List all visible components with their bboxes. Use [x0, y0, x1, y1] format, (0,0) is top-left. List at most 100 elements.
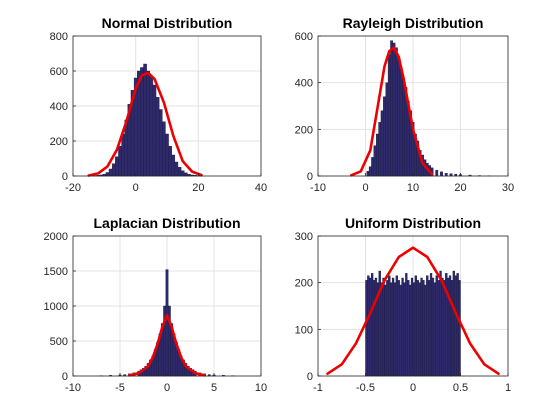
histogram-bar [444, 172, 448, 177]
histogram-bar [366, 171, 370, 177]
histogram-bar [422, 280, 425, 377]
histogram-bar [420, 277, 423, 377]
histogram-bar [380, 282, 383, 377]
x-tick-label: 5 [211, 382, 217, 394]
y-tick-label: 0 [62, 371, 68, 383]
y-tick-label: 600 [295, 31, 313, 43]
subplot-4: -1 -0.5 0 0.5 1 0 100 200 300 Uniform Distributio… [295, 215, 511, 394]
histogram-bar [118, 146, 122, 177]
histogram-bar [372, 280, 376, 377]
histogram-bar [165, 269, 169, 377]
histogram-bar [375, 133, 379, 177]
histogram-bar [392, 42, 396, 177]
x-tick-label: 30 [502, 182, 514, 194]
x-tick-label: 0 [133, 182, 139, 194]
histogram-bar [371, 273, 374, 377]
y-tick-label: 200 [50, 136, 68, 148]
y-tick-label: 0 [62, 171, 68, 183]
chart-title: Laplacian Distribution [93, 215, 240, 231]
histogram-bar [108, 168, 113, 177]
x-tick-label: 0 [410, 382, 416, 394]
histogram-bar [456, 273, 459, 377]
x-tick-label: 20 [192, 182, 204, 194]
histogram-bar [149, 76, 154, 177]
fit-curve [128, 313, 206, 377]
histogram-bar [448, 275, 452, 377]
histogram-bar [155, 97, 160, 177]
histogram-bar [369, 277, 372, 377]
histogram-bar [393, 282, 397, 377]
histogram-bar [184, 172, 188, 177]
histogram-bar [121, 133, 125, 177]
chart-title: Rayleigh Distribution [343, 15, 484, 31]
x-tick-label: 0 [362, 182, 368, 194]
histogram-bar [390, 40, 394, 177]
y-tick-label: 200 [295, 278, 313, 290]
histogram-bar [143, 63, 147, 177]
x-tick-label: -5 [115, 382, 125, 394]
histogram-bar [454, 275, 457, 377]
histogram-bar [441, 277, 444, 377]
histogram-bar [450, 280, 454, 377]
x-tick-label: 0.5 [453, 382, 468, 394]
histogram-bar [433, 282, 436, 377]
histogram-bar [431, 277, 435, 377]
histogram-bar [168, 146, 172, 177]
histogram-bars [93, 63, 201, 177]
histogram-bar [435, 275, 438, 377]
fit-curve [87, 71, 203, 177]
histogram-bar [399, 284, 402, 377]
histogram-bar [452, 270, 455, 377]
histogram-bar [367, 275, 370, 377]
histogram-bar [409, 284, 412, 377]
histogram-bar [111, 163, 116, 177]
x-tick-label: -0.5 [356, 382, 375, 394]
y-tick-label: 800 [50, 31, 68, 43]
y-tick-label: 300 [295, 231, 313, 243]
histogram-bar [374, 277, 378, 377]
histogram-bar [174, 161, 179, 177]
histogram-bar [390, 282, 393, 377]
histogram-bar [414, 275, 417, 377]
histogram-bar [439, 270, 442, 377]
histogram-bar [365, 280, 368, 377]
chart-title: Uniform Distribution [345, 215, 481, 231]
x-tick-label: -20 [65, 182, 81, 194]
histogram-bars [365, 270, 461, 377]
y-tick-label: 400 [50, 101, 68, 113]
histogram-bar [395, 275, 398, 377]
histogram-bar [394, 47, 398, 177]
histogram-bar [146, 70, 150, 177]
x-tick-label: 10 [255, 382, 267, 394]
y-tick-label: 100 [295, 324, 313, 336]
x-tick-label: 10 [407, 182, 419, 194]
y-tick-label: 200 [295, 124, 313, 136]
y-tick-label: 2000 [44, 231, 68, 243]
histogram-bar [382, 277, 385, 377]
histogram-bar [171, 154, 176, 177]
histogram-bar [378, 122, 382, 177]
x-tick-label: 40 [255, 182, 267, 194]
chart-title: Normal Distribution [102, 15, 233, 31]
fit-curve [350, 46, 434, 177]
y-tick-label: 1000 [44, 301, 68, 313]
histogram-bar [403, 282, 406, 377]
subplot-3: -10 -5 0 5 10 0 500 1000 1500 2000 Laplacian Distr… [44, 215, 268, 394]
histogram-bar [458, 280, 461, 377]
y-tick-label: 600 [50, 66, 68, 78]
histogram-bar [373, 145, 377, 177]
x-tick-label: -10 [65, 382, 81, 394]
histogram-bar [385, 82, 389, 177]
x-tick-label: 1 [505, 382, 511, 394]
y-tick-label: 400 [295, 78, 313, 90]
x-tick-label: 0 [164, 382, 170, 394]
fit-curve [326, 246, 500, 375]
histogram-bar [371, 157, 375, 177]
histogram-bar [440, 171, 443, 177]
histogram-bar [140, 67, 144, 177]
histogram-bar [407, 280, 410, 377]
histogram-bar [437, 280, 440, 377]
histogram-bar [105, 172, 110, 177]
